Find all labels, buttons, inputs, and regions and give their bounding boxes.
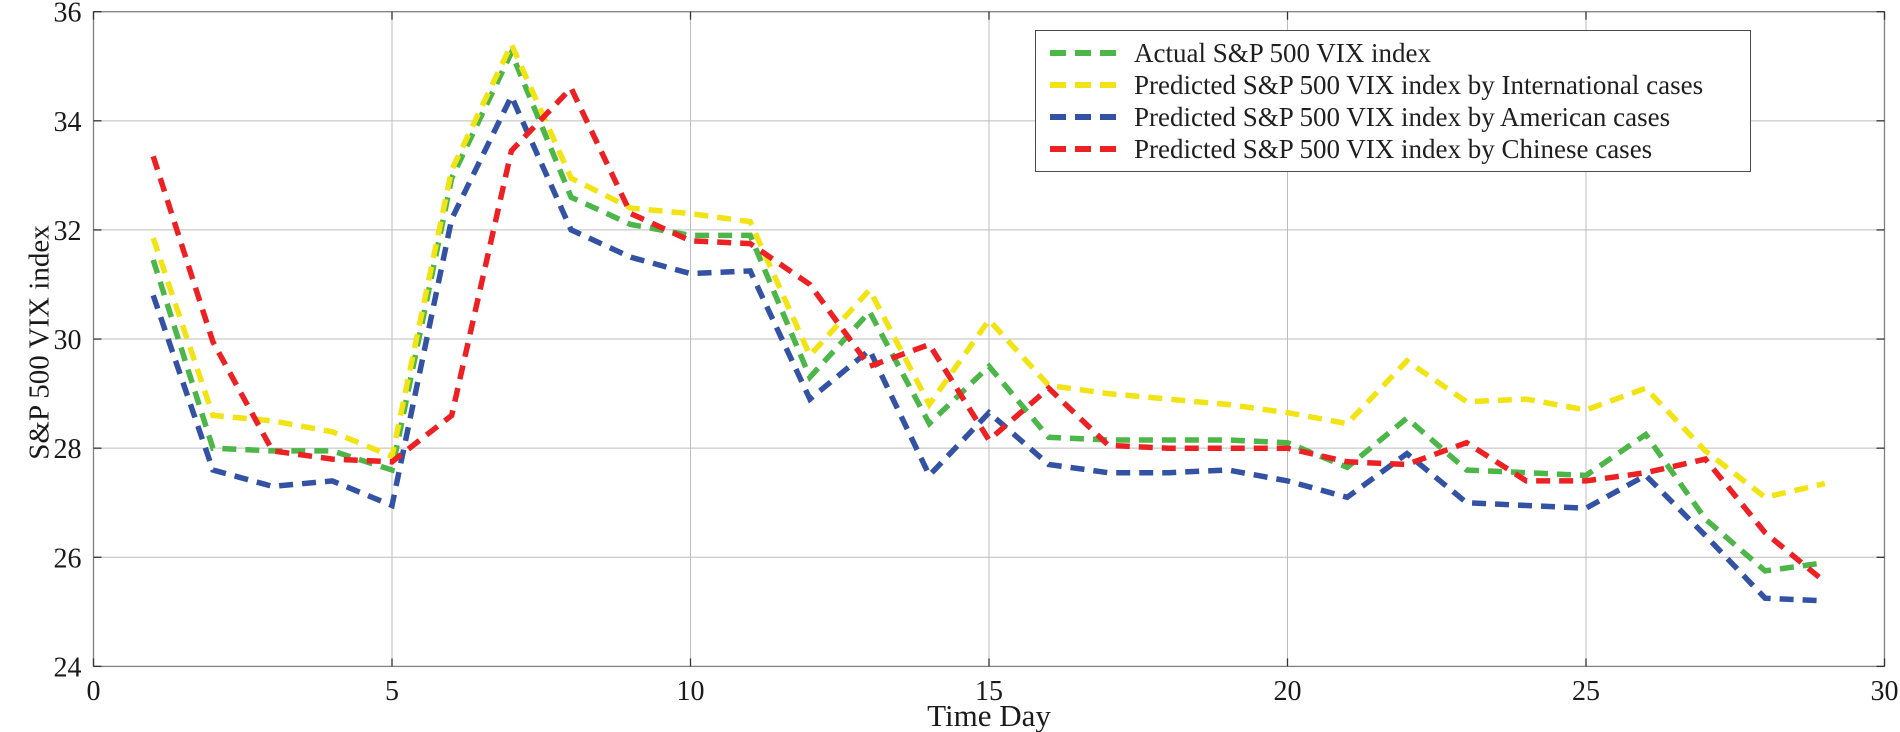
y-tick-label: 24 bbox=[54, 652, 82, 683]
x-tick-label: 30 bbox=[1871, 676, 1899, 707]
x-tick-label: 5 bbox=[385, 676, 399, 707]
x-tick-label: 15 bbox=[975, 676, 1003, 707]
legend-item: Predicted S&P 500 VIX index by American … bbox=[1036, 101, 1750, 133]
x-tick-label: 25 bbox=[1572, 676, 1600, 707]
y-tick-label: 36 bbox=[54, 0, 82, 29]
legend-label: Actual S&P 500 VIX index bbox=[1134, 38, 1431, 68]
series-line bbox=[150, 89, 1825, 604]
series-line bbox=[150, 83, 1827, 584]
legend-dash-swatch bbox=[1050, 82, 1120, 88]
y-tick-label: 32 bbox=[54, 216, 82, 247]
legend-dash-swatch bbox=[1050, 50, 1120, 56]
y-tick-label: 26 bbox=[54, 543, 82, 574]
y-tick-label: 28 bbox=[54, 434, 82, 465]
y-tick-label: 30 bbox=[54, 325, 82, 356]
x-axis-label: Time Day bbox=[927, 698, 1051, 732]
series-line bbox=[150, 37, 1826, 501]
legend-dash-swatch bbox=[1050, 146, 1120, 152]
y-tick-label: 34 bbox=[54, 107, 82, 138]
x-tick-label: 20 bbox=[1274, 676, 1302, 707]
legend-item: Predicted S&P 500 VIX index by Chinese c… bbox=[1036, 133, 1750, 165]
legend: Actual S&P 500 VIX index Predicted S&P 50… bbox=[1035, 30, 1751, 172]
legend-label: Predicted S&P 500 VIX index by Internati… bbox=[1134, 70, 1704, 100]
legend-item: Actual S&P 500 VIX index bbox=[1036, 37, 1750, 69]
x-tick-label: 10 bbox=[677, 676, 705, 707]
y-axis-label: S&P 500 VIX index bbox=[23, 225, 56, 460]
legend-label: Predicted S&P 500 VIX index by American … bbox=[1134, 102, 1671, 132]
x-tick-label: 0 bbox=[87, 676, 101, 707]
legend-label: Predicted S&P 500 VIX index by Chinese c… bbox=[1134, 134, 1653, 164]
legend-dash-swatch bbox=[1050, 114, 1120, 120]
legend-item: Predicted S&P 500 VIX index by Internati… bbox=[1036, 69, 1750, 101]
